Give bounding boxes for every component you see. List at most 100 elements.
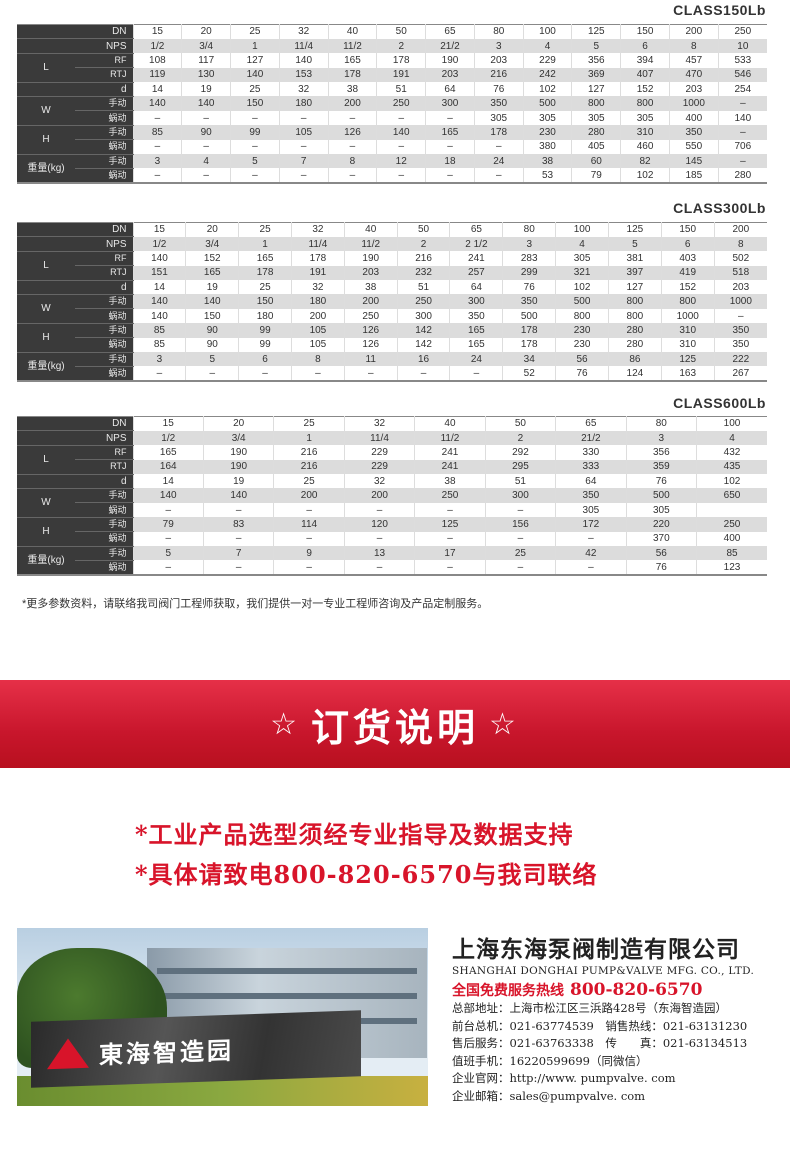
table-cell: – [484, 531, 556, 547]
table-cell: 25 [230, 82, 280, 97]
table-row-nps: NPS 1/2 3/4 1 11/4 11/2 2 21/2 3 4 5 6 8 10 [17, 38, 767, 54]
table-cell: 126 [343, 337, 398, 353]
hotline-number[interactable]: 800-820-6570 [570, 980, 703, 1000]
table-row-nps: NPS 1/2 3/4 1 11/4 11/2 2 21/2 3 4 [17, 430, 767, 446]
table-cell: 350 [473, 96, 524, 111]
table-row-wt_manual: 重量(kg) 手动 3 4 5 7 8 12 18 24 38 60 82 145– [17, 154, 767, 184]
table-cell: 20 [185, 222, 239, 237]
table-cell: 119 [132, 67, 182, 83]
table-cell: 50 [484, 416, 556, 431]
table-cell: 25 [273, 416, 345, 431]
table-cell: 203 [343, 265, 398, 281]
sub-label-worm: 蜗动 [75, 560, 134, 576]
table-cell: – [396, 366, 450, 382]
table-cell: – [132, 560, 204, 576]
table-cell: 120 [343, 517, 415, 532]
table-cell: 25 [273, 474, 345, 489]
table-cell: 178 [502, 337, 556, 353]
table-cell: 5 [607, 236, 662, 252]
table-cell: – [343, 560, 415, 576]
sub-label-worm: 蜗动 [75, 110, 134, 126]
table-cell: 65 [425, 24, 475, 39]
sub-label-rtj: RTJ [75, 265, 134, 281]
table-cell: 250 [343, 308, 398, 324]
company-logo-icon [47, 1038, 89, 1069]
table-cell: 460 [620, 139, 670, 155]
table-cell: 19 [181, 82, 231, 97]
table-cell: 3/4 [202, 430, 274, 446]
table-cell: 241 [414, 459, 486, 475]
table-cell: 52 [502, 366, 556, 382]
table-cell: 11/4 [343, 430, 415, 446]
sub-label-manual: 手动 [75, 517, 134, 533]
table-cell: – [555, 531, 627, 547]
table-cell: 359 [625, 459, 697, 475]
table-cell: 83 [202, 517, 274, 532]
table-cell: 330 [555, 445, 627, 460]
table-cell: 14 [132, 280, 186, 295]
group-label-h: H [17, 125, 75, 155]
footnote: *更多参数资料，请联络我司阀门工程师获取，我们提供一对一专业工程师咨询及产品定制… [22, 598, 489, 610]
table-cell: 3/4 [185, 236, 239, 252]
table-cell: – [327, 139, 377, 155]
table-cell: 10 [717, 38, 767, 54]
table-cell: – [132, 168, 182, 184]
table-cell: 53 [522, 168, 572, 184]
table-cell: 105 [291, 323, 345, 338]
table-cell: 400 [668, 110, 719, 126]
table-cell: 38 [343, 280, 398, 295]
table-cell: 114 [273, 517, 345, 532]
website-link[interactable]: 企业官网：http://www. pumpvalve. com [452, 1071, 676, 1085]
group-label-weight: 重量(kg) [17, 352, 75, 382]
table-cell: 200 [291, 308, 345, 324]
table-cell: 156 [484, 517, 556, 532]
table-cell: 86 [607, 352, 662, 367]
table-cell: 8 [668, 38, 719, 54]
table-cell: 2 [376, 38, 426, 54]
table-cell: 254 [717, 82, 767, 97]
table-cell: 127 [571, 82, 621, 97]
table-cell: 124 [607, 366, 662, 382]
table-cell: – [717, 154, 767, 169]
table-cell: 25 [238, 280, 292, 295]
table-cell: 350 [502, 294, 556, 309]
table-cell: 299 [502, 265, 556, 281]
table-cell: 102 [555, 280, 609, 295]
table-cell: 15 [132, 222, 186, 237]
table-cell: 305 [625, 502, 697, 518]
table-cell: 140 [132, 251, 186, 266]
table-cell: 21/2 [425, 38, 475, 54]
table-cell: 85 [132, 125, 182, 140]
table-row-h_worm: 蜗动 – – – – – – –370 400 [17, 531, 767, 547]
table-cell: 230 [555, 323, 609, 338]
star-icon: ☆ [489, 707, 520, 741]
table-cell: – [202, 502, 274, 518]
table-cell: 165 [132, 445, 204, 460]
table-cell: 432 [696, 445, 767, 460]
table-cell: 500 [625, 488, 697, 503]
table-cell: 5 [185, 352, 239, 367]
table-cell: 203 [425, 67, 475, 83]
sub-label-manual: 手动 [75, 154, 134, 169]
table-cell: 25 [230, 24, 280, 39]
table-cell: 125 [607, 222, 662, 237]
table-cell: 51 [376, 82, 426, 97]
table-cell: 142 [396, 337, 450, 353]
table-cell: 38 [414, 474, 486, 489]
table-cell: 142 [396, 323, 450, 338]
table-cell: 140 [717, 110, 767, 126]
table-title-class150: CLASS150Lb [673, 2, 766, 18]
email-link[interactable]: 企业邮箱：sales@pumpvalve. com [452, 1088, 646, 1103]
sub-label-rf: RF [75, 445, 134, 461]
table-cell: 6 [660, 236, 715, 252]
table-cell: – [484, 502, 556, 518]
mobile: 值班手机：16220599699（同微信） [452, 1053, 648, 1068]
table-cell: 178 [327, 67, 377, 83]
table-cell: 457 [668, 53, 719, 68]
table-cell: 310 [660, 323, 715, 338]
table-cell: – [473, 168, 524, 184]
table-cell: 190 [343, 251, 398, 266]
table-cell: 230 [555, 337, 609, 353]
sub-label-worm: 蜗动 [75, 139, 134, 155]
table-row-w_manual: W 手动 140 140 200 200 250 300 350 500 650 [17, 488, 767, 518]
